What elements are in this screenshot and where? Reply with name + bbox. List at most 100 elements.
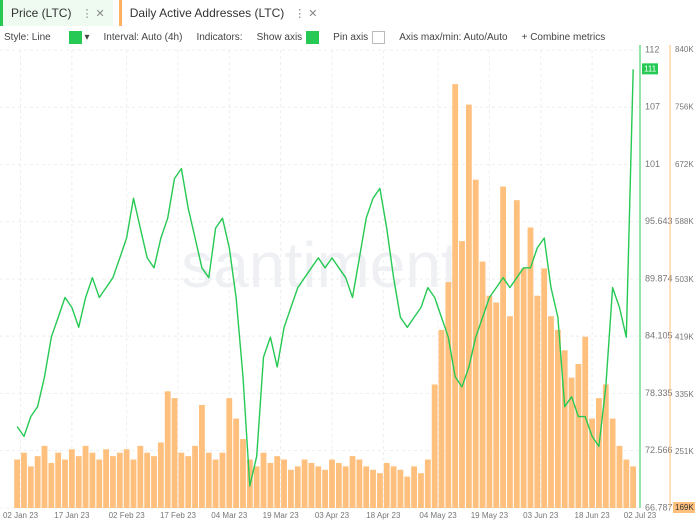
axis-minmax[interactable]: Axis max/min: Auto/Auto [399, 31, 508, 43]
bar [438, 329, 445, 508]
bar [130, 459, 137, 508]
bar [623, 459, 630, 508]
bar [212, 459, 219, 508]
bar [424, 459, 431, 508]
bar [554, 329, 561, 508]
bar [68, 449, 75, 508]
bar [459, 241, 465, 508]
bar [253, 466, 260, 508]
bar [493, 302, 500, 508]
bar [308, 462, 315, 508]
toolbar: Style: Line ▾ Interval: Auto (4h) Indica… [4, 30, 605, 44]
style-select[interactable]: Style: Line [4, 31, 51, 43]
bar [274, 456, 281, 508]
bar [513, 200, 520, 508]
y-tick-label: 84.105 [645, 331, 673, 341]
tab[interactable]: Daily Active Addresses (LTC) ⋮ ✕ [118, 0, 326, 26]
bar [342, 466, 349, 508]
bar [548, 316, 554, 508]
pin-axis[interactable]: Pin axis [333, 30, 386, 44]
y2-tick-label: 419K [675, 332, 694, 341]
bar [226, 398, 233, 508]
bar [609, 418, 616, 508]
show-axis[interactable]: Show axis [256, 30, 320, 44]
bar [48, 462, 55, 508]
show-axis-label: Show axis [256, 31, 303, 43]
bar [329, 459, 335, 508]
bar [267, 462, 274, 508]
bar [349, 456, 356, 508]
bar [411, 466, 418, 508]
tab-label: Price (LTC) [11, 6, 72, 20]
y2-tick-box [673, 502, 695, 513]
bar [527, 227, 534, 508]
bar [34, 456, 41, 508]
bar [616, 445, 623, 508]
bar [404, 476, 411, 508]
tab-close[interactable]: ⋮ ✕ [81, 7, 105, 20]
bar [137, 445, 144, 508]
bar [205, 452, 212, 508]
bar [294, 466, 301, 508]
bar [507, 316, 513, 508]
tab-close[interactable]: ⋮ ✕ [294, 7, 318, 20]
bar [486, 295, 493, 508]
bar [335, 462, 342, 508]
interval-select[interactable]: Interval: Auto (4h) [103, 31, 183, 43]
bar [192, 445, 198, 508]
watermark: santiment [181, 229, 459, 301]
bar [110, 456, 116, 508]
bar [301, 459, 308, 508]
y2-tick-label: 672K [675, 160, 694, 169]
y2-tick-label: 503K [675, 275, 694, 284]
bar [431, 384, 438, 508]
bar [75, 456, 82, 508]
bar [281, 459, 287, 508]
bar [116, 452, 123, 508]
bar [561, 350, 568, 508]
bar [27, 466, 34, 508]
bar [144, 452, 151, 508]
y2-tick-label: 169K [675, 503, 694, 512]
x-tick-label: 19 May 23 [471, 511, 509, 520]
bar [568, 377, 575, 508]
bar [596, 398, 602, 508]
bar [452, 84, 459, 508]
bar [41, 445, 48, 508]
bar [103, 449, 110, 508]
bar [390, 466, 397, 508]
bar [288, 469, 294, 508]
bar [219, 452, 226, 508]
bar [541, 268, 548, 508]
bar [55, 452, 62, 508]
x-tick-label: 03 Apr 23 [315, 511, 350, 520]
tab[interactable]: Price (LTC) ⋮ ✕ [0, 0, 113, 26]
bar [89, 452, 96, 508]
price-line [16, 69, 634, 487]
tabs: Price (LTC) ⋮ ✕ Daily Active Addresses (L… [0, 0, 326, 28]
bar [589, 418, 595, 508]
x-tick-label: 04 May 23 [419, 511, 457, 520]
bar [82, 445, 89, 508]
bar [630, 466, 637, 508]
bar [479, 261, 486, 508]
bar [356, 459, 363, 508]
x-tick-label: 19 Mar 23 [263, 511, 300, 520]
bar [178, 452, 185, 508]
indicators-select[interactable]: Indicators: [196, 31, 243, 43]
x-tick-label: 18 Apr 23 [366, 511, 401, 520]
bar [185, 456, 192, 508]
last-value-label: 111 [644, 64, 657, 73]
bar [164, 391, 171, 508]
color-select[interactable]: ▾ [65, 30, 90, 44]
y2-tick-label: 251K [675, 447, 694, 456]
y-tick-label: 89.874 [645, 273, 673, 283]
bar [418, 473, 424, 508]
bar [157, 442, 164, 508]
bar [322, 469, 329, 508]
bar [315, 466, 322, 508]
y2-tick-label: 840K [675, 45, 694, 54]
y-tick-label: 112 [645, 44, 659, 54]
combine-metrics[interactable]: + Combine metrics [521, 31, 606, 43]
